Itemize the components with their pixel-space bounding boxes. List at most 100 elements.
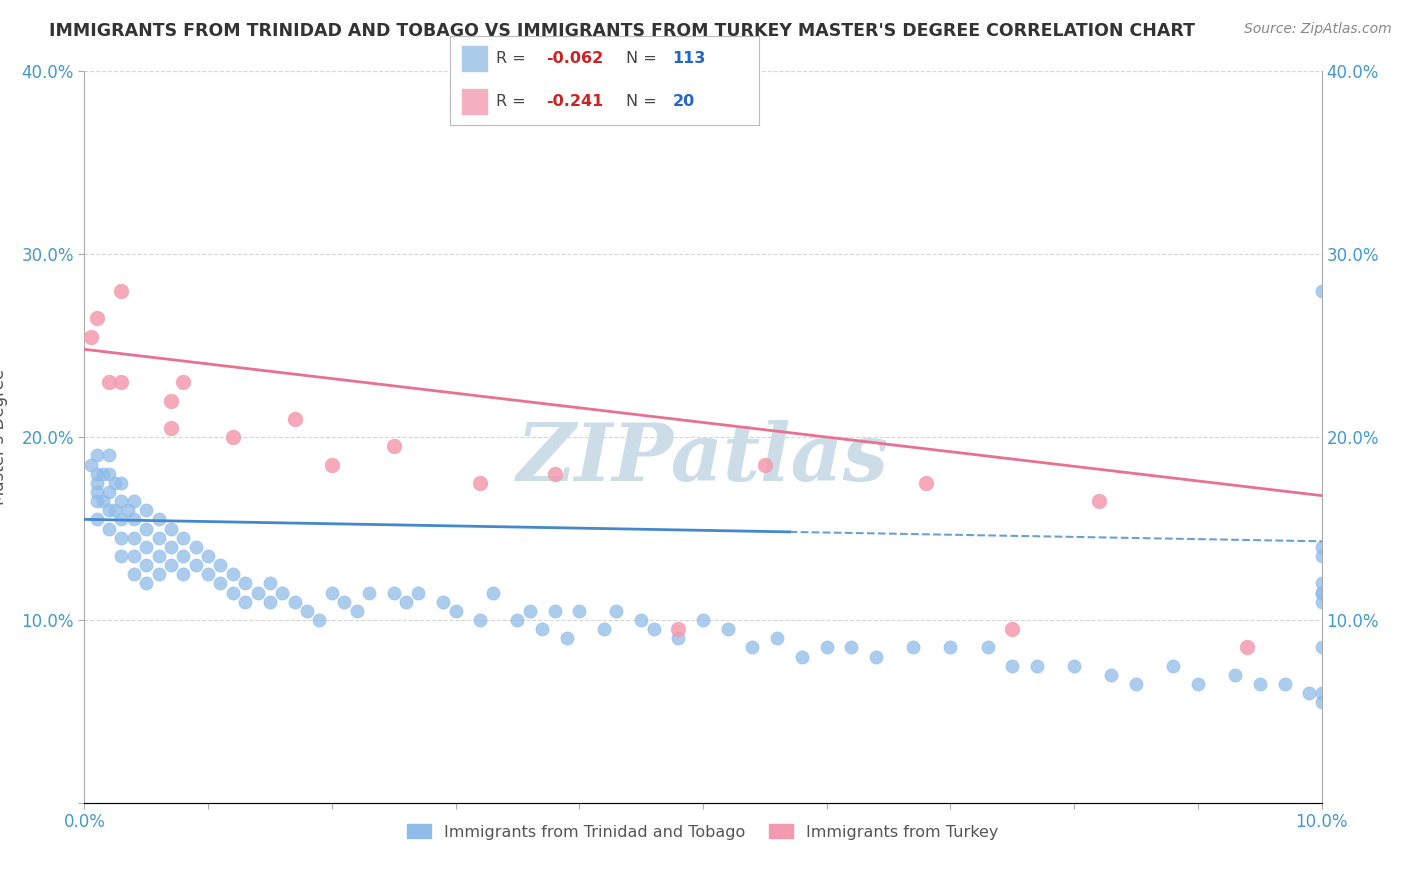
Point: [197, 549, 219, 563]
Point: [531, 622, 554, 636]
Text: N =: N =: [626, 95, 662, 109]
Point: [357, 585, 380, 599]
Point: [284, 594, 307, 608]
Point: [259, 594, 281, 608]
Point: [321, 585, 343, 599]
Point: [86, 485, 108, 500]
Point: [104, 503, 127, 517]
Point: [98, 503, 121, 517]
Point: [1249, 677, 1271, 691]
Point: [766, 632, 789, 646]
Point: [754, 458, 776, 472]
Point: [86, 475, 108, 490]
Point: [135, 576, 157, 591]
Point: [555, 632, 578, 646]
Point: [222, 585, 245, 599]
Point: [1099, 667, 1122, 681]
Point: [284, 412, 307, 426]
Point: [91, 494, 114, 508]
Text: N =: N =: [626, 52, 662, 66]
Point: [86, 467, 108, 481]
Point: [333, 594, 356, 608]
Point: [86, 494, 108, 508]
Point: [79, 458, 101, 472]
Point: [259, 576, 281, 591]
Point: [470, 613, 492, 627]
Point: [148, 567, 170, 582]
Point: [914, 475, 936, 490]
Point: [481, 585, 503, 599]
Point: [172, 567, 194, 582]
Bar: [463, 46, 486, 71]
Point: [148, 512, 170, 526]
Text: -0.062: -0.062: [546, 52, 603, 66]
Point: [1063, 658, 1085, 673]
Point: [104, 475, 127, 490]
Point: [110, 375, 132, 389]
Point: [395, 594, 418, 608]
Point: [444, 604, 467, 618]
Point: [976, 640, 998, 655]
Point: [308, 613, 330, 627]
Point: [1223, 667, 1246, 681]
Point: [135, 503, 157, 517]
Point: [110, 284, 132, 298]
Point: [122, 549, 145, 563]
Point: [98, 448, 121, 462]
Point: [233, 594, 256, 608]
Point: [122, 567, 145, 582]
Bar: [463, 89, 486, 114]
Point: [148, 549, 170, 563]
Point: [110, 531, 132, 545]
Point: [717, 622, 740, 636]
Point: [160, 393, 183, 408]
Point: [1088, 494, 1111, 508]
Point: [543, 604, 565, 618]
Point: [865, 649, 887, 664]
Point: [110, 494, 132, 508]
Point: [1310, 549, 1333, 563]
Point: [1310, 640, 1333, 655]
Point: [135, 521, 157, 535]
Point: [1310, 585, 1333, 599]
Point: [1274, 677, 1296, 691]
Point: [741, 640, 763, 655]
Y-axis label: Master's Degree: Master's Degree: [0, 369, 7, 505]
Point: [1310, 540, 1333, 554]
Point: [172, 375, 194, 389]
Point: [184, 558, 207, 573]
Text: Source: ZipAtlas.com: Source: ZipAtlas.com: [1244, 22, 1392, 37]
Point: [110, 549, 132, 563]
Point: [630, 613, 652, 627]
Point: [346, 604, 368, 618]
Point: [160, 558, 183, 573]
Point: [122, 494, 145, 508]
Point: [110, 475, 132, 490]
Text: R =: R =: [496, 52, 531, 66]
Point: [209, 558, 232, 573]
Point: [122, 512, 145, 526]
Point: [135, 558, 157, 573]
Point: [692, 613, 714, 627]
Point: [903, 640, 925, 655]
Point: [470, 475, 492, 490]
Point: [98, 375, 121, 389]
Point: [160, 540, 183, 554]
Point: [543, 467, 565, 481]
Point: [519, 604, 541, 618]
Text: R =: R =: [496, 95, 531, 109]
Point: [160, 421, 183, 435]
Point: [222, 430, 245, 444]
Point: [1310, 686, 1333, 700]
Point: [135, 540, 157, 554]
Point: [1310, 585, 1333, 599]
Text: IMMIGRANTS FROM TRINIDAD AND TOBAGO VS IMMIGRANTS FROM TURKEY MASTER'S DEGREE CO: IMMIGRANTS FROM TRINIDAD AND TOBAGO VS I…: [49, 22, 1195, 40]
Point: [209, 576, 232, 591]
Point: [506, 613, 529, 627]
Point: [271, 585, 294, 599]
Point: [593, 622, 616, 636]
Point: [98, 485, 121, 500]
Point: [1310, 695, 1333, 709]
Point: [98, 467, 121, 481]
Point: [172, 549, 194, 563]
